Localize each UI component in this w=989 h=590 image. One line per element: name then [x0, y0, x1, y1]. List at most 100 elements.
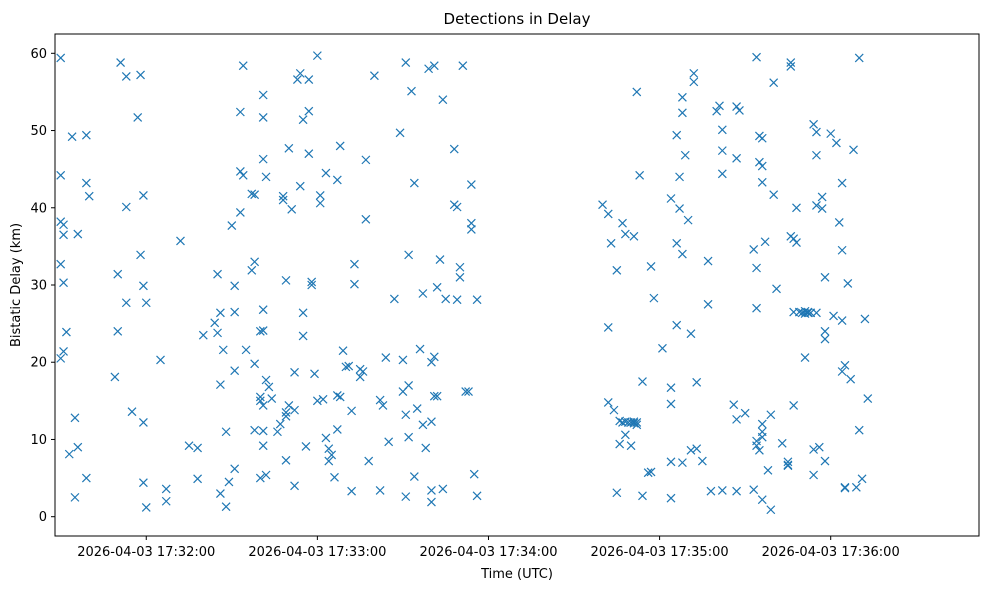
data-point — [800, 306, 810, 316]
data-point — [290, 367, 299, 377]
data-point — [632, 418, 642, 427]
data-point — [56, 259, 66, 269]
data-point — [754, 445, 764, 455]
data-point — [198, 330, 208, 340]
data-point — [666, 194, 676, 203]
data-point — [375, 395, 385, 405]
data-point — [464, 387, 473, 397]
data-point — [136, 250, 145, 260]
data-point — [752, 436, 761, 446]
data-point — [441, 294, 451, 304]
data-point — [412, 404, 422, 413]
data-point — [221, 502, 231, 512]
data-point — [427, 417, 436, 427]
y-tick-label: 0 — [39, 510, 47, 525]
data-point — [70, 492, 80, 502]
data-point — [766, 410, 776, 420]
data-point — [706, 486, 716, 496]
data-point — [121, 202, 131, 212]
data-point — [757, 419, 767, 429]
y-axis: 0 10 20 30 40 50 60 — [30, 47, 55, 525]
data-point — [792, 238, 801, 247]
data-point — [378, 401, 388, 410]
data-point — [361, 214, 371, 224]
data-point — [461, 387, 471, 397]
data-point — [831, 138, 841, 148]
data-point — [703, 256, 713, 266]
data-point — [213, 328, 222, 338]
data-point — [61, 327, 71, 337]
data-point — [427, 357, 436, 367]
data-point — [683, 215, 693, 225]
data-point — [404, 250, 414, 260]
data-point — [697, 456, 707, 466]
data-point — [675, 204, 684, 213]
data-point — [284, 143, 294, 153]
data-point — [347, 406, 357, 416]
data-point — [295, 181, 305, 191]
data-point — [315, 198, 325, 208]
data-point — [292, 75, 302, 84]
y-axis-label: Bistatic Delay (km) — [9, 223, 24, 347]
data-point — [717, 146, 727, 156]
data-point — [332, 391, 342, 400]
data-point — [73, 442, 83, 452]
data-point — [646, 467, 656, 477]
data-point — [620, 229, 630, 239]
data-point — [466, 180, 476, 190]
data-point — [686, 445, 696, 455]
data-point — [820, 326, 830, 336]
data-point — [760, 237, 770, 247]
data-point — [472, 491, 482, 501]
data-point — [281, 275, 291, 285]
data-point — [307, 277, 317, 287]
data-point — [837, 178, 847, 188]
data-point — [176, 236, 185, 246]
data-point — [817, 204, 827, 213]
data-point — [820, 334, 830, 344]
data-point — [227, 221, 237, 230]
data-point — [424, 64, 434, 74]
data-point — [666, 457, 676, 467]
data-point — [332, 175, 342, 185]
data-point — [837, 245, 847, 255]
data-point — [161, 496, 171, 506]
y-tick-label: 40 — [30, 201, 47, 216]
data-point — [646, 262, 656, 271]
data-point — [834, 218, 844, 227]
data-point — [618, 218, 627, 228]
x-tick-label: 2026-04-03 17:36:00 — [762, 545, 900, 560]
data-point — [672, 238, 682, 248]
data-point — [193, 474, 203, 484]
data-point — [261, 470, 271, 480]
data-point — [218, 345, 228, 355]
data-point — [840, 482, 850, 492]
data-point — [812, 308, 821, 318]
data-point — [121, 298, 131, 308]
data-point — [355, 372, 365, 382]
data-point — [335, 141, 345, 151]
data-point — [732, 486, 742, 496]
data-point — [258, 326, 268, 335]
data-point — [769, 78, 779, 88]
data-point — [258, 426, 268, 436]
data-point — [717, 486, 727, 495]
data-point — [415, 344, 425, 354]
data-point — [369, 71, 379, 81]
data-point — [409, 178, 419, 188]
data-point — [427, 497, 436, 507]
data-point — [749, 485, 759, 495]
data-point — [298, 331, 308, 341]
data-point — [121, 72, 131, 81]
data-point — [67, 132, 77, 142]
data-point — [800, 353, 810, 363]
data-point — [138, 190, 148, 200]
data-point — [358, 367, 368, 376]
data-point — [466, 224, 476, 234]
data-point — [817, 192, 827, 202]
data-point — [281, 408, 291, 417]
data-point — [138, 478, 148, 488]
data-point — [215, 308, 225, 318]
data-point — [452, 202, 462, 212]
data-point — [752, 263, 761, 273]
